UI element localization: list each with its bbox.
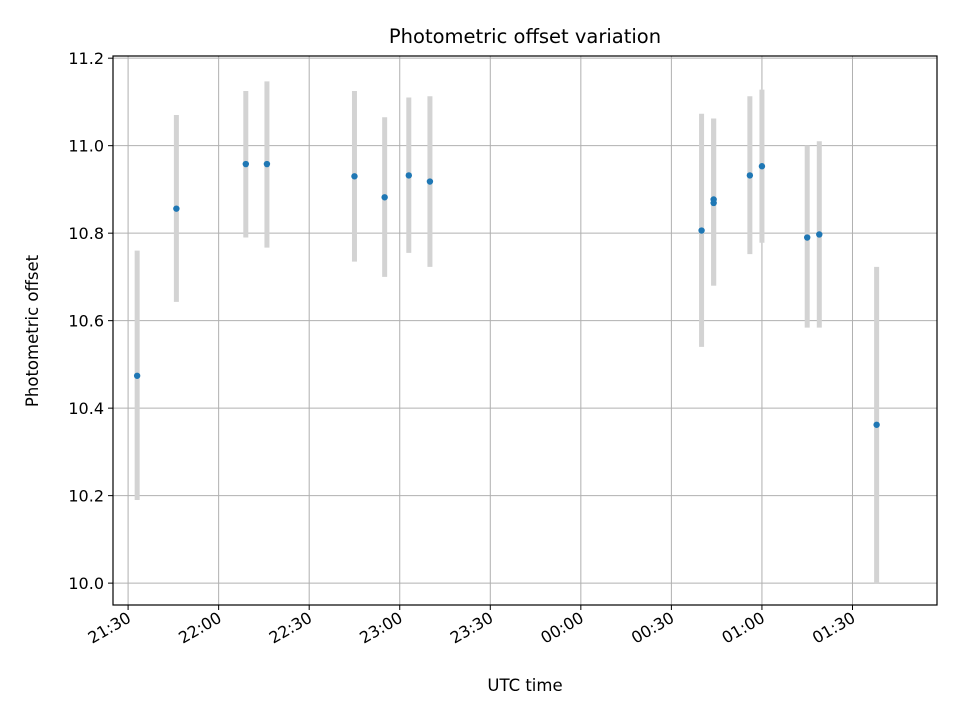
data-point [710, 196, 717, 203]
data-point [426, 178, 434, 185]
data-point [351, 173, 358, 180]
data-point [242, 160, 250, 168]
y-tick-label: 11.2 [68, 49, 104, 68]
data-points [133, 160, 880, 428]
y-tick-label: 10.6 [68, 312, 104, 331]
y-tick-label: 10.2 [68, 487, 104, 506]
data-point [746, 172, 754, 179]
y-axis-ticks: 10.0 10.2 10.4 10.6 10.8 11.0 11.2 [68, 49, 113, 593]
y-axis-label: Photometric offset [23, 254, 42, 407]
data-point [381, 194, 388, 201]
y-tick-label: 11.0 [68, 137, 104, 156]
data-point [405, 172, 412, 179]
data-point [698, 227, 705, 234]
plot-frame [112, 55, 938, 606]
x-axis-label: UTC time [487, 676, 562, 695]
data-point [173, 205, 180, 212]
y-tick-label: 10.8 [68, 224, 104, 243]
y-tick-label: 10.0 [68, 574, 104, 593]
data-point [263, 160, 271, 168]
chart-title: Photometric offset variation [389, 25, 661, 48]
data-point [804, 234, 811, 241]
data-point [816, 231, 823, 238]
y-tick-label: 10.4 [68, 399, 104, 418]
data-point [133, 372, 141, 379]
data-point [758, 163, 766, 170]
data-point [873, 421, 880, 428]
